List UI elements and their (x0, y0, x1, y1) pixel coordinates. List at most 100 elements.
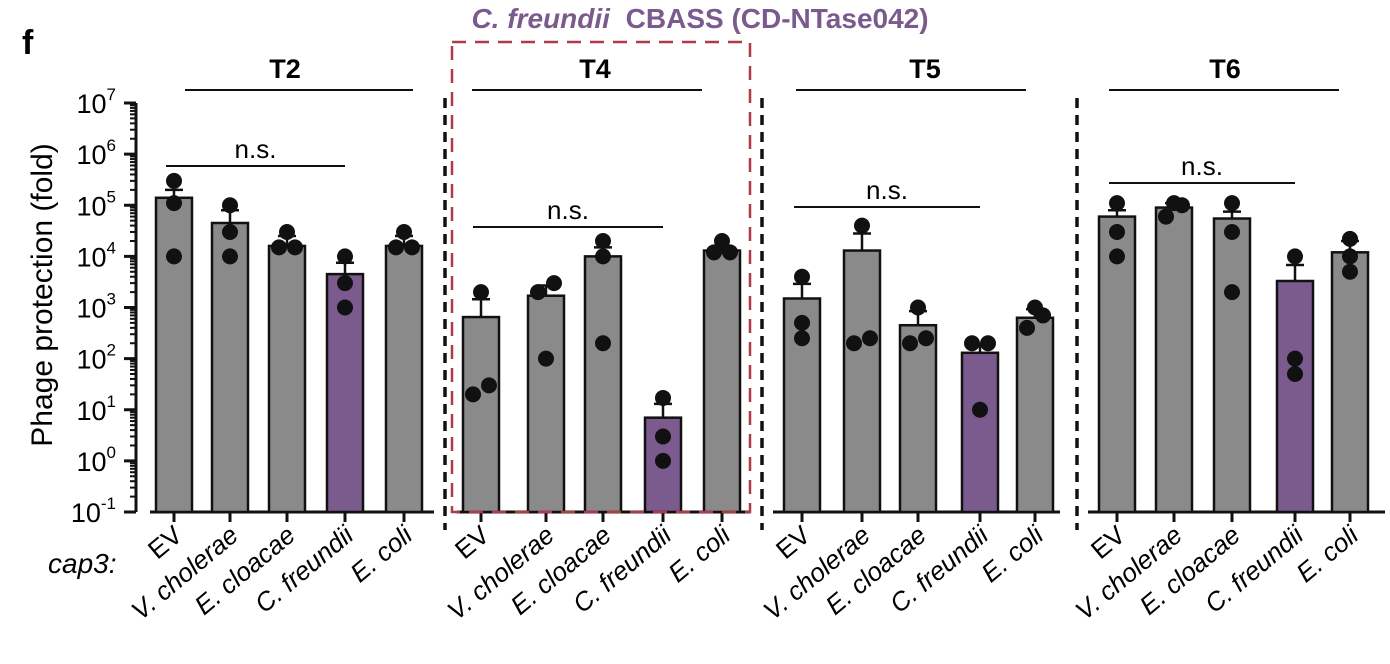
data-point (980, 335, 996, 352)
row-label-cap3: cap3: (48, 548, 117, 579)
data-point (846, 335, 862, 352)
y-tick-label: 107 (76, 85, 116, 119)
bar (1212, 217, 1252, 514)
significance-label: n.s. (235, 134, 277, 164)
data-point (481, 377, 497, 394)
data-point (279, 223, 295, 240)
data-point (902, 335, 918, 352)
data-point (166, 195, 182, 212)
data-point (1166, 195, 1182, 212)
data-point (287, 239, 303, 256)
data-point (854, 217, 870, 234)
data-point (404, 239, 420, 256)
data-point (1287, 366, 1303, 383)
phage-title: T6 (1209, 54, 1241, 84)
x-tick-label: E. coli (1290, 519, 1364, 588)
data-point (910, 299, 926, 316)
bar (1015, 316, 1055, 514)
y-tick-label: 100 (76, 443, 116, 477)
highlight-organism: C. freundii (471, 3, 611, 34)
highlight-title: C. freundii CBASS (CD-NTase042) (471, 3, 928, 34)
y-tick-label: 103 (76, 290, 116, 324)
data-point (465, 386, 481, 403)
data-point (222, 223, 238, 240)
y-axis-label: Phage protection (fold) (26, 143, 59, 447)
bar (384, 244, 424, 514)
data-point (222, 197, 238, 214)
data-point (595, 248, 611, 265)
data-point (396, 223, 412, 240)
data-point (1109, 195, 1125, 212)
data-point (714, 232, 730, 249)
bar (898, 323, 938, 514)
significance-label: n.s. (1181, 151, 1223, 181)
data-point (337, 248, 353, 265)
y-tick-label: 101 (76, 392, 116, 426)
bar (1330, 251, 1370, 514)
data-point (1342, 248, 1358, 265)
phage-title: T2 (269, 54, 301, 84)
panel-letter: f (22, 24, 34, 62)
x-tick-label: E. coli (344, 519, 418, 588)
bar (210, 221, 250, 514)
significance-label: n.s. (866, 175, 908, 205)
data-point (271, 239, 287, 256)
x-tick-label: E. coli (662, 519, 736, 588)
data-point (862, 330, 878, 347)
data-point (1287, 248, 1303, 265)
data-point (1224, 284, 1240, 301)
data-point (655, 428, 671, 445)
x-tick-label: E. coli (975, 519, 1049, 588)
bar (1154, 206, 1194, 514)
data-point (546, 275, 562, 292)
highlight-box (450, 40, 752, 514)
bar (526, 294, 566, 514)
bar (583, 255, 623, 514)
data-point (595, 335, 611, 352)
y-tick-label: 105 (76, 187, 116, 221)
bar (842, 249, 882, 514)
bar (461, 315, 501, 514)
data-point (473, 284, 489, 301)
data-point (166, 172, 182, 189)
data-point (1109, 248, 1125, 265)
data-point (972, 401, 988, 418)
y-tick-label: 104 (76, 238, 116, 272)
bar (325, 272, 365, 514)
data-point (530, 284, 546, 301)
significance-label: n.s. (547, 195, 589, 225)
bar (267, 244, 307, 514)
data-point (538, 350, 554, 367)
data-point (722, 244, 738, 261)
data-point (1109, 223, 1125, 240)
data-point (655, 389, 671, 406)
bar (154, 196, 194, 514)
data-point (1224, 195, 1240, 212)
data-point (166, 248, 182, 265)
data-point (1287, 350, 1303, 367)
data-point (595, 232, 611, 249)
phage-title: T4 (579, 54, 611, 84)
data-point (388, 239, 404, 256)
data-point (706, 244, 722, 261)
y-tick-label: 102 (76, 341, 116, 375)
highlight-system: CBASS (CD-NTase042) (626, 3, 929, 34)
x-tick-label: EV (449, 519, 495, 565)
data-point (337, 299, 353, 316)
data-point (1027, 299, 1043, 316)
y-tick-label: 10-1 (71, 494, 116, 528)
data-point (222, 248, 238, 265)
data-point (1019, 319, 1035, 336)
data-point (337, 275, 353, 292)
bar (1275, 279, 1315, 514)
data-point (964, 335, 980, 352)
data-point (918, 330, 934, 347)
data-point (655, 452, 671, 469)
data-point (1158, 208, 1174, 225)
